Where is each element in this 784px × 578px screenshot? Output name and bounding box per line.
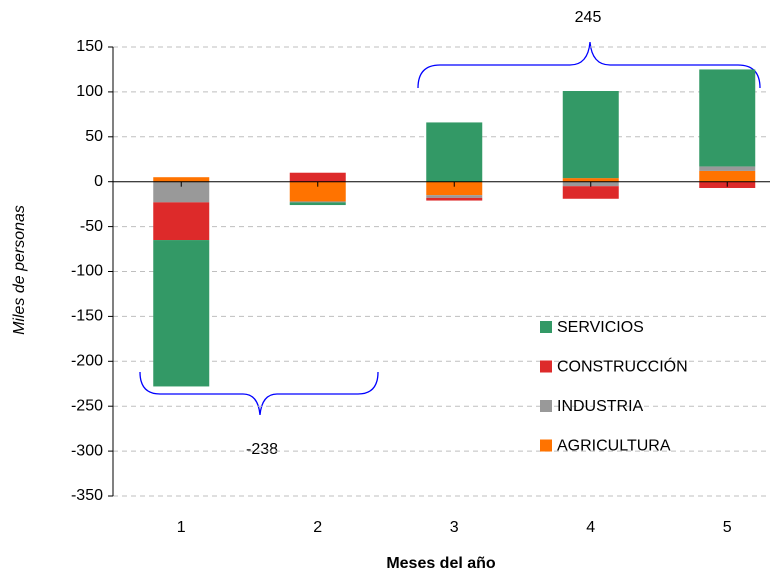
bar-segment — [562, 186, 619, 199]
bar-segment — [153, 202, 210, 241]
legend-swatch — [540, 439, 552, 452]
legend-swatch — [540, 360, 552, 373]
y-tick-label: 100 — [76, 83, 103, 100]
bar-segment — [562, 91, 619, 179]
bar-segment — [699, 166, 756, 171]
x-tick-label: 2 — [313, 519, 322, 536]
bar-segment — [153, 240, 210, 387]
legend-label: SERVICIOS — [557, 319, 644, 336]
y-axis-title: Miles de personas — [11, 205, 28, 335]
legend-swatch — [540, 321, 552, 333]
bar-segment — [289, 181, 346, 202]
x-tick-label: 3 — [450, 519, 459, 536]
x-tick-label: 4 — [586, 519, 595, 536]
x-tick-label: 1 — [177, 519, 186, 536]
bar-segment — [153, 181, 210, 203]
y-tick-label: -200 — [71, 353, 103, 370]
y-tick-label: 0 — [94, 173, 103, 190]
y-tick-label: -50 — [80, 218, 103, 235]
bar-segment — [153, 177, 210, 182]
annotation: 245 — [575, 9, 602, 26]
y-tick-label: -250 — [71, 397, 103, 414]
bar-segment — [426, 181, 483, 196]
legend-label: CONSTRUCCIÓN — [557, 357, 688, 376]
bar-segment — [289, 172, 346, 182]
annotation: -238 — [246, 441, 278, 458]
bar-segment — [699, 170, 756, 182]
bar-segment — [699, 69, 756, 167]
legend-swatch — [540, 400, 552, 412]
x-tick-label: 5 — [723, 519, 732, 536]
bar-segment — [426, 122, 483, 182]
y-tick-label: -150 — [71, 308, 103, 325]
x-axis-title: Meses del año — [386, 555, 496, 572]
bar-segment — [426, 197, 483, 201]
bar-segment — [289, 202, 346, 206]
legend-label: INDUSTRIA — [557, 398, 644, 415]
y-tick-label: -100 — [71, 263, 103, 280]
brace-bottom — [139, 371, 379, 416]
y-tick-label: 50 — [85, 128, 103, 145]
y-tick-label: -300 — [71, 442, 103, 459]
legend-label: AGRICULTURA — [557, 438, 671, 455]
bar-segment — [426, 195, 483, 198]
brace-top — [417, 41, 761, 89]
bar-segment — [562, 178, 619, 182]
bar-segment — [289, 201, 346, 203]
y-tick-label: 150 — [76, 38, 103, 55]
y-tick-label: -350 — [71, 487, 103, 504]
